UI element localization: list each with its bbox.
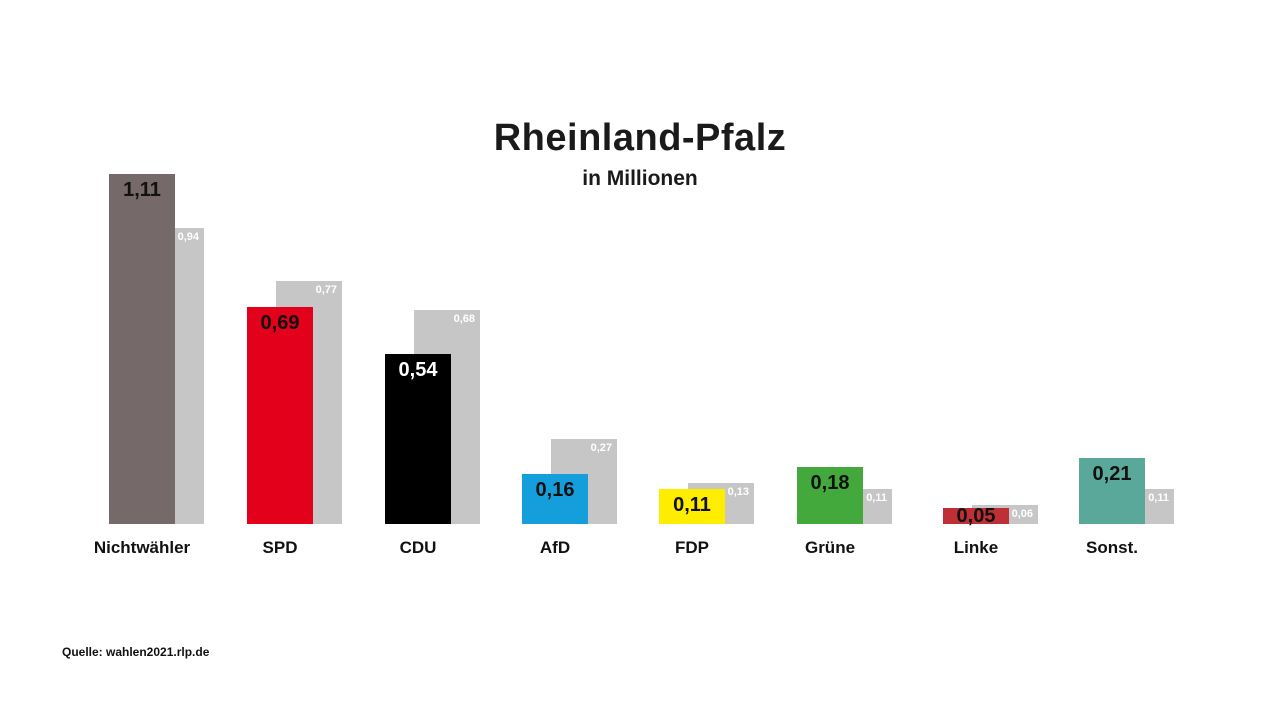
category-label: AfD: [539, 538, 571, 557]
primary-bar: 0,11: [659, 489, 725, 524]
primary-value-label: 0,18: [810, 472, 850, 495]
primary-value-label: 0,54: [398, 358, 438, 381]
primary-bar: 0,21: [1079, 457, 1145, 524]
comparison-value-label: 0,11: [1148, 492, 1169, 505]
comparison-value-label: 0,94: [177, 230, 199, 243]
primary-bar: 0,54: [385, 353, 451, 524]
primary-bar: 1,11: [109, 174, 175, 524]
primary-bar: 0,18: [797, 467, 863, 524]
comparison-value-label: 0,06: [1011, 508, 1033, 521]
source-note: Quelle: wahlen2021.rlp.de: [62, 645, 210, 659]
primary-value-label: 0,11: [673, 494, 711, 517]
primary-bar: 0,69: [247, 306, 313, 524]
primary-value-label: 0,69: [260, 311, 300, 334]
comparison-value-label: 0,27: [590, 441, 612, 454]
comparison-value-label: 0,11: [866, 492, 887, 505]
comparison-value-label: 0,77: [315, 284, 337, 297]
title-block: Rheinland-Pfalz in Millionen: [0, 117, 1280, 191]
primary-value-label: 0,05: [956, 505, 996, 528]
category-label: Linke: [953, 538, 999, 557]
chart-subtitle: in Millionen: [582, 166, 698, 190]
primary-value-label: 1,11: [123, 179, 161, 202]
primary-bar: 0,05: [943, 505, 1009, 527]
category-label: CDU: [399, 538, 437, 557]
primary-bar: 0,16: [522, 473, 588, 524]
category-label: Nichtwähler: [93, 538, 191, 557]
primary-value-label: 0,21: [1092, 462, 1132, 485]
category-label: Grüne: [804, 538, 856, 557]
comparison-value-label: 0,68: [453, 312, 475, 325]
chart-title: Rheinland-Pfalz: [493, 117, 787, 159]
category-label: SPD: [262, 538, 298, 557]
category-label: FDP: [675, 538, 709, 557]
comparison-value-label: 0,13: [727, 486, 749, 499]
primary-value-label: 0,16: [535, 478, 575, 501]
category-label: Sonst.: [1086, 538, 1138, 557]
